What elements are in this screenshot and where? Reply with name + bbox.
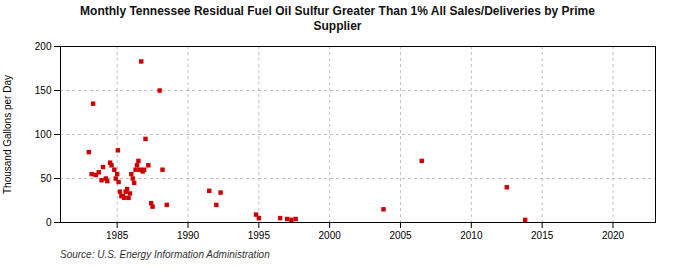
svg-text:1995: 1995: [248, 230, 271, 241]
svg-text:0: 0: [46, 217, 52, 228]
svg-text:50: 50: [40, 173, 52, 184]
svg-text:2020: 2020: [602, 230, 625, 241]
svg-text:100: 100: [35, 129, 52, 140]
html-text:Source: U.S. Energy Informatio: Source: U.S. Energy Information Administ…: [60, 249, 270, 260]
svg-text:150: 150: [35, 85, 52, 96]
svg-text:2005: 2005: [389, 230, 412, 241]
html-text:Monthly Tennessee Residual Fue: Monthly Tennessee Residual Fuel Oil Sulf…: [80, 4, 595, 18]
svg-text:1990: 1990: [177, 230, 200, 241]
svg-text:2000: 2000: [319, 230, 342, 241]
svg-text:200: 200: [35, 41, 52, 52]
svg-text:2015: 2015: [531, 230, 554, 241]
svg-text:2010: 2010: [460, 230, 483, 241]
svg-text:Thousand Gallons per Day: Thousand Gallons per Day: [2, 75, 13, 194]
html-text:Supplier: Supplier: [313, 19, 362, 33]
svg-text:1985: 1985: [106, 230, 129, 241]
